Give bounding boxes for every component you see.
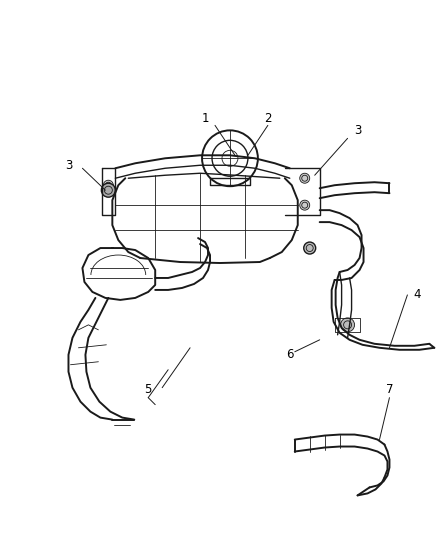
Circle shape [103,180,113,190]
Circle shape [304,242,316,254]
Text: 7: 7 [386,383,393,396]
Circle shape [300,200,310,210]
Text: 5: 5 [145,383,152,396]
Text: 1: 1 [201,112,209,125]
Text: 4: 4 [413,288,421,302]
Text: 2: 2 [264,112,272,125]
Text: 3: 3 [65,159,72,172]
Circle shape [341,318,355,332]
Circle shape [300,173,310,183]
Circle shape [101,183,115,197]
Text: 6: 6 [286,348,293,361]
Text: 3: 3 [354,124,361,137]
